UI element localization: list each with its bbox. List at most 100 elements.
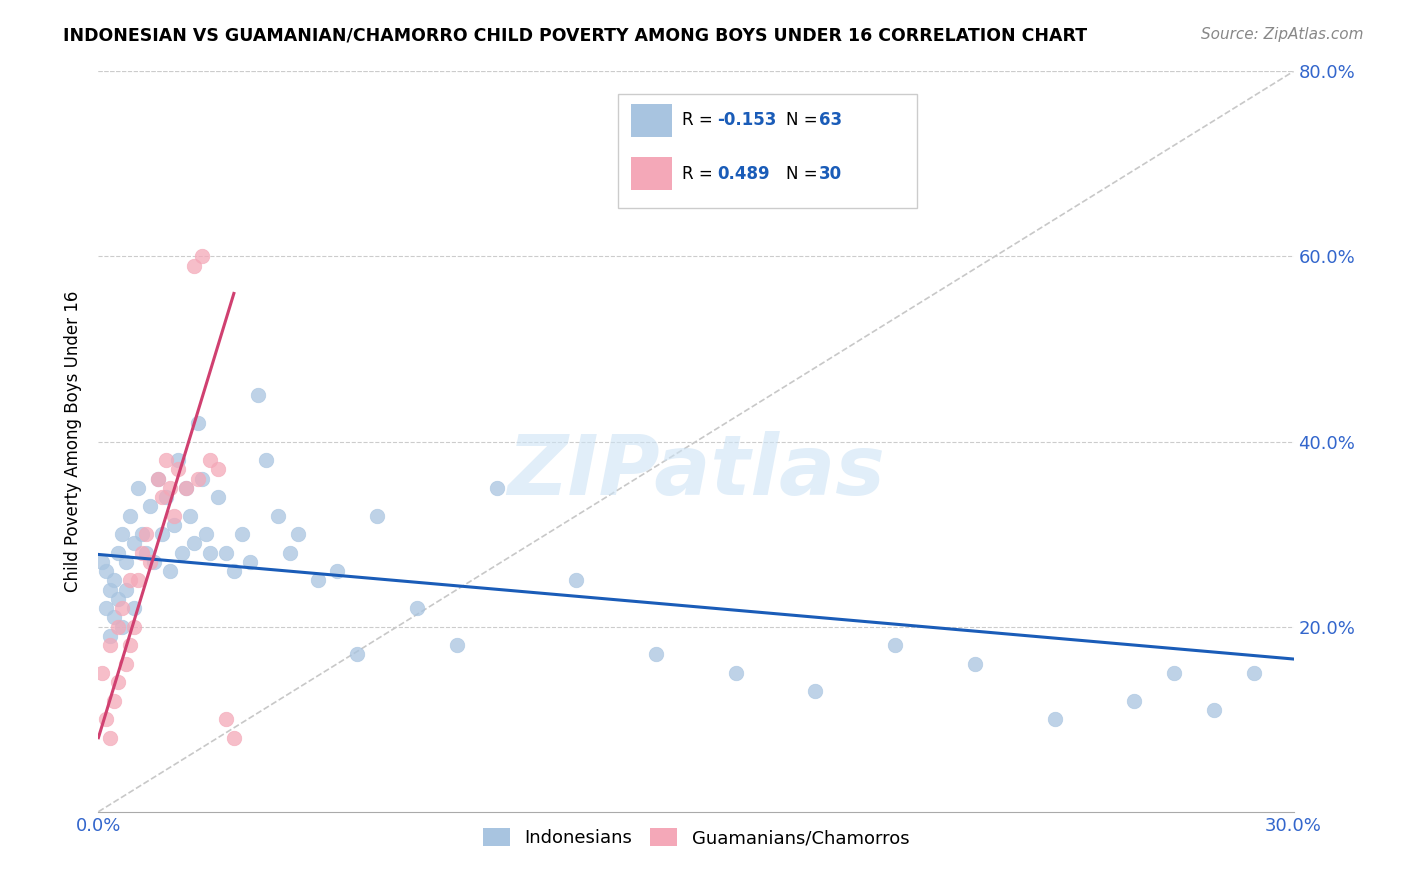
Point [167,453,190,467]
Point [103,610,125,624]
Point [115,555,138,569]
Point [127,481,149,495]
Point [724,665,747,680]
Point [254,453,277,467]
Point [124,601,146,615]
Text: 30: 30 [820,164,842,183]
Text: R =: R = [682,164,717,183]
Point [215,545,238,560]
Point [96,712,118,726]
Point [179,508,201,523]
Point [326,564,349,578]
Point [163,508,186,523]
Point [139,500,162,514]
Point [187,472,209,486]
Point [131,527,153,541]
Point [1243,665,1265,680]
Point [215,712,238,726]
Point [98,582,122,597]
Point [96,564,118,578]
Point [120,508,142,523]
Point [159,481,181,495]
Point [645,648,668,662]
Point [239,555,262,569]
Point [155,453,177,467]
Text: 63: 63 [820,112,842,129]
Point [103,574,125,588]
Point [565,574,588,588]
Point [804,684,827,698]
Point [267,508,290,523]
Point [120,574,142,588]
Point [107,619,129,633]
Point [111,619,134,633]
Point [222,564,245,578]
Point [307,574,329,588]
Point [148,472,170,486]
Point [103,694,125,708]
Y-axis label: Child Poverty Among Boys Under 16: Child Poverty Among Boys Under 16 [63,291,82,592]
Point [115,582,138,597]
Point [346,648,368,662]
Point [91,555,114,569]
Point [446,638,468,652]
Point [155,490,177,504]
Point [98,638,122,652]
Text: N =: N = [786,112,823,129]
Point [198,453,221,467]
Point [195,527,218,541]
Point [127,574,149,588]
Text: N =: N = [786,164,823,183]
Text: Source: ZipAtlas.com: Source: ZipAtlas.com [1201,27,1364,42]
Point [159,564,181,578]
Point [366,508,388,523]
Point [107,675,129,690]
Point [150,527,173,541]
Point [1202,703,1225,717]
Point [207,462,229,476]
Point [1043,712,1066,726]
Point [246,388,269,402]
Point [111,601,134,615]
Point [98,731,122,745]
FancyBboxPatch shape [631,104,672,136]
Point [148,472,170,486]
Point [1163,665,1185,680]
Point [96,601,118,615]
Point [143,555,166,569]
Point [287,527,309,541]
Point [174,481,197,495]
Text: ZIPatlas: ZIPatlas [508,431,884,512]
Point [183,536,205,550]
Point [163,517,186,532]
Point [187,416,209,430]
Point [278,545,301,560]
Point [198,545,221,560]
FancyBboxPatch shape [631,157,672,190]
Text: R =: R = [682,112,717,129]
Point [135,545,157,560]
Point [222,731,245,745]
Point [485,481,508,495]
Point [107,591,129,606]
Point [91,665,114,680]
Text: 0.489: 0.489 [717,164,770,183]
Point [963,657,986,671]
Point [98,629,122,643]
Point [183,259,205,273]
Point [124,619,146,633]
Point [107,545,129,560]
Point [135,527,157,541]
Point [139,555,162,569]
Point [131,545,153,560]
Point [174,481,197,495]
Point [111,527,134,541]
Point [191,250,214,264]
Text: INDONESIAN VS GUAMANIAN/CHAMORRO CHILD POVERTY AMONG BOYS UNDER 16 CORRELATION C: INDONESIAN VS GUAMANIAN/CHAMORRO CHILD P… [63,27,1087,45]
Point [406,601,429,615]
Point [115,657,138,671]
Point [191,472,214,486]
Point [150,490,173,504]
Point [172,545,194,560]
Point [120,638,142,652]
